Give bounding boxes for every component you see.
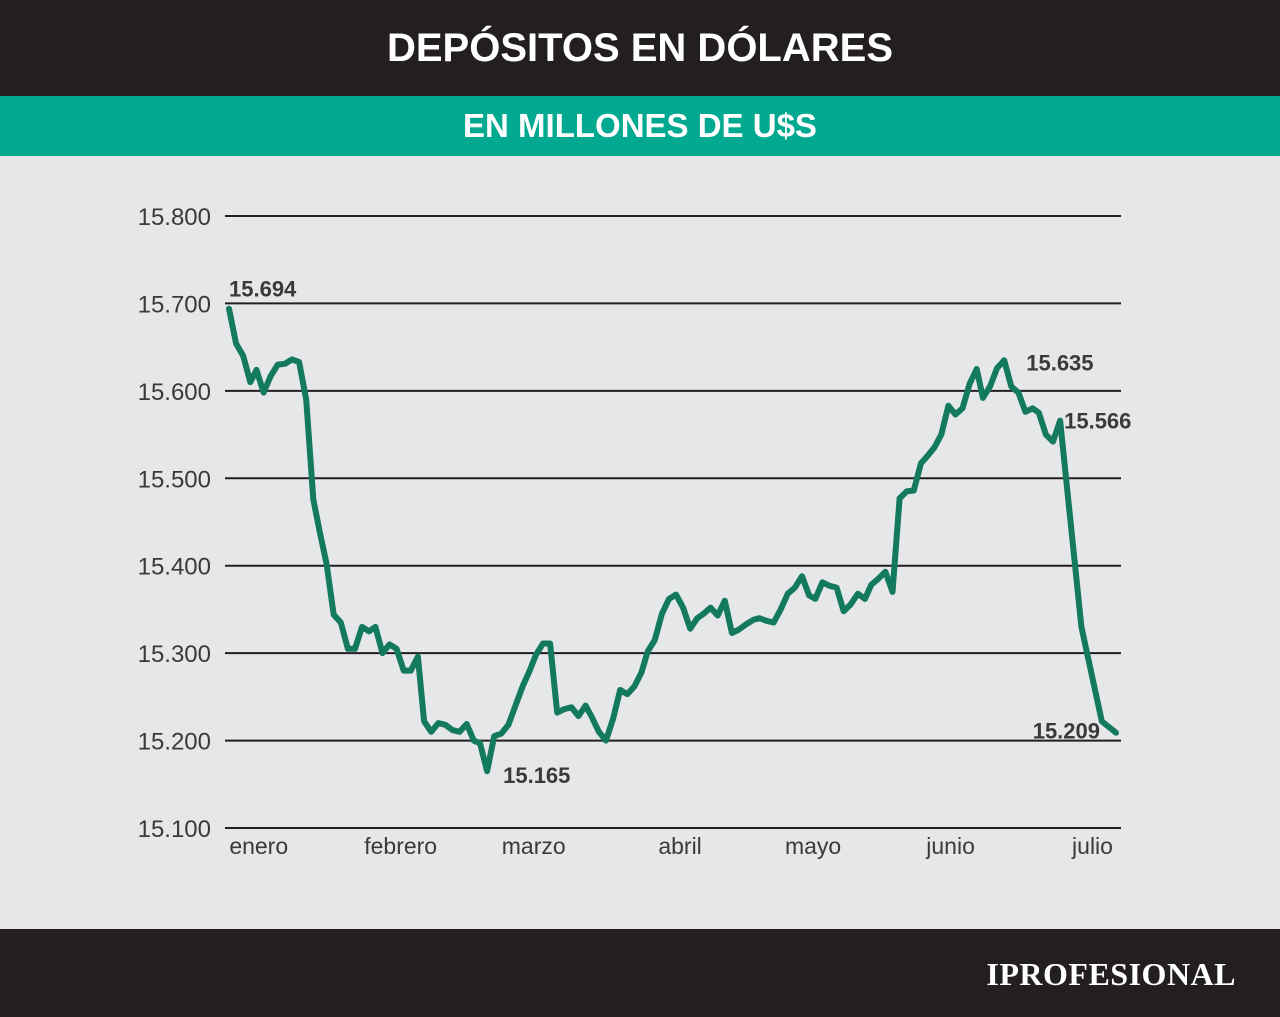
data-label: 15.165 [503, 763, 570, 788]
data-label: 15.635 [1026, 350, 1093, 375]
gridlines [225, 215, 1121, 829]
x-tick-label: enero [229, 833, 288, 859]
series-layer [226, 305, 1119, 775]
chart-area: 15.800 15.700 15.600 15.500 15.400 15.300 15.2… [0, 156, 1280, 929]
header-bar: DEPÓSITOS EN DÓLARES [0, 0, 1280, 96]
data-label: 15.209 [1033, 719, 1100, 744]
y-tick-label: 15.300 [138, 641, 211, 668]
y-axis-labels: 15.800 15.700 15.600 15.500 15.400 15.300 15.2… [138, 204, 211, 843]
y-tick-label: 15.400 [138, 554, 211, 581]
line-chart: 15.800 15.700 15.600 15.500 15.400 15.300 15.2… [138, 204, 1132, 859]
chart-title: DEPÓSITOS EN DÓLARES [386, 25, 893, 70]
brand-logo: IPROFESIONAL [986, 956, 1236, 992]
x-tick-label: junio [925, 833, 975, 859]
subheader-bar: EN MILLONES DE U$S [0, 96, 1280, 156]
data-label: 15.694 [229, 277, 297, 302]
x-tick-label: febrero [364, 833, 437, 859]
chart-subtitle: EN MILLONES DE U$S [463, 107, 817, 144]
x-tick-label: julio [1071, 833, 1113, 859]
y-tick-label: 15.600 [138, 379, 211, 406]
data-label: 15.566 [1064, 409, 1131, 434]
y-tick-label: 15.100 [138, 816, 211, 843]
x-tick-label: abril [658, 833, 701, 859]
y-tick-label: 15.700 [138, 291, 211, 318]
footer-bar: IPROFESIONAL [0, 929, 1280, 1017]
y-tick-label: 15.200 [138, 729, 211, 756]
x-tick-label: marzo [502, 833, 566, 859]
series-line [226, 305, 1119, 775]
y-tick-label: 15.800 [138, 204, 211, 231]
data-labels: 15.694 15.165 15.635 15.566 15.209 [229, 277, 1131, 788]
x-axis-labels: enero febrero marzo abril mayo junio julio [229, 833, 1113, 859]
x-tick-label: mayo [785, 833, 841, 859]
y-tick-label: 15.500 [138, 466, 211, 493]
